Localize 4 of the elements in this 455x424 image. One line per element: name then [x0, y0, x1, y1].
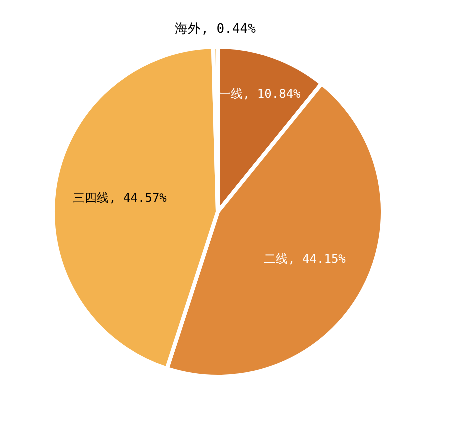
slice-label: 海外, 0.44% [175, 22, 256, 38]
slice-label: 二线, 44.15% [264, 252, 347, 266]
slice-label: 三四线, 44.57% [73, 190, 168, 205]
slice-label: 一线, 10.84% [218, 86, 302, 101]
